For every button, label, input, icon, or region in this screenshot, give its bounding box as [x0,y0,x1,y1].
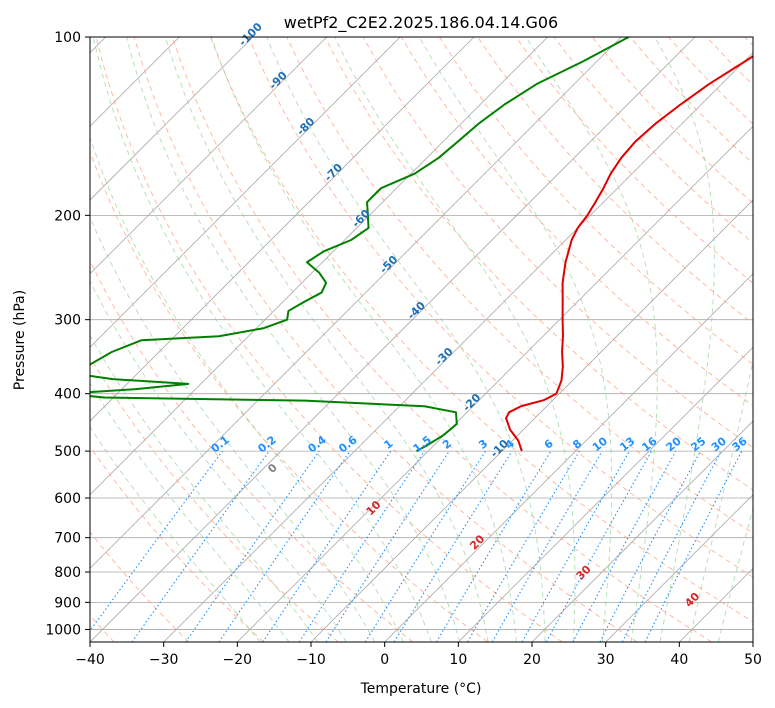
y-tick-label: 300 [54,313,81,329]
dewpoint-profile [90,37,630,452]
moist-adiabat [654,37,715,642]
y-tick-label: 400 [54,387,81,403]
x-tick-label: 30 [597,652,615,668]
dry-adiabat [90,445,264,642]
mixing-ratio-line [90,450,223,632]
dry-adiabat [171,37,712,642]
moist-adiabat [126,37,461,642]
dry-adiabat [400,37,753,407]
isotherm-line [90,37,548,496]
dry-adiabat [286,37,753,534]
x-tick-label: −30 [149,652,179,668]
y-tick-label: 900 [54,595,81,611]
chart-title: wetPf2_C2E2.2025.186.04.14.G06 [284,13,558,33]
mixing-ratio-line [131,450,270,642]
mixing-ratio-line [218,450,351,642]
x-tick-label: −10 [296,652,326,668]
moist-adiabat [92,37,432,642]
dry-adiabat [90,259,414,642]
y-tick-label: 200 [54,208,81,224]
dry-adiabat [248,37,753,578]
moist-adiabat [525,37,658,642]
background-lines [90,37,753,642]
isotherm-line [163,52,753,642]
y-tick-label: 500 [54,444,81,460]
x-tick-label: −40 [75,652,105,668]
y-tick-label: 1000 [45,622,81,638]
moist-adiabat [90,334,319,642]
x-tick-label: 50 [744,652,762,668]
temperature-profile [505,55,753,452]
y-axis-title: Pressure (hPa) [12,290,28,390]
isotherm-line [384,273,753,642]
mixing-ratio-line [572,450,677,642]
isotherm-line [90,37,254,201]
dry-adiabat [90,356,339,642]
profile-lines [90,37,753,452]
axes: −40 −30 −20 −10 0 10 20 30 40 50 100 200 300 400 500 60… [45,30,762,668]
moist-adiabat [334,37,576,642]
isotherm-line [605,494,753,642]
mixing-ratio-line [521,450,630,642]
isotherm-line [531,420,753,642]
mixing-ratio-line [325,450,450,642]
dry-adiabat [90,531,190,642]
mixing-ratio-line [298,450,425,642]
isotherm-line [90,37,622,569]
y-tick-label: 600 [54,491,81,507]
dry-adiabat [515,37,753,284]
dry-adiabat [210,37,753,623]
y-tick-label: 800 [54,565,81,581]
isotherm-line [90,37,401,348]
mixing-ratio-line [262,450,392,642]
plot-frame [89,36,754,643]
x-axis-title: Temperature (°C) [360,681,482,697]
x-tick-label: 20 [523,652,541,668]
moist-adiabat [90,426,261,642]
moist-adiabat [90,215,376,642]
x-tick-label: 0 [380,652,389,668]
x-tick-label: 40 [670,652,688,668]
moist-adiabat [266,37,546,642]
mixing-ratio-line [644,450,743,642]
moist-adiabat [90,135,404,642]
y-tick-label: 100 [54,30,81,46]
dry-adiabat [439,37,753,365]
dry-adiabat [90,150,488,642]
moist-adiabat [418,37,613,642]
x-tick-label: 10 [449,652,467,668]
isotherm-line [90,37,327,275]
mixing-ratio-line [545,450,653,642]
moist-adiabat [90,382,290,642]
mixing-ratio-line [185,450,320,642]
dry-adiabat [95,37,563,642]
moist-adiabat [210,37,517,642]
mixing-ratio-line [393,450,513,642]
moist-adiabat [164,37,489,642]
isotherm-line [458,346,753,642]
isotherm-line [90,37,696,642]
y-tick-label: 700 [54,531,81,547]
isotherm-line [237,125,753,642]
x-tick-label: −20 [223,652,253,668]
